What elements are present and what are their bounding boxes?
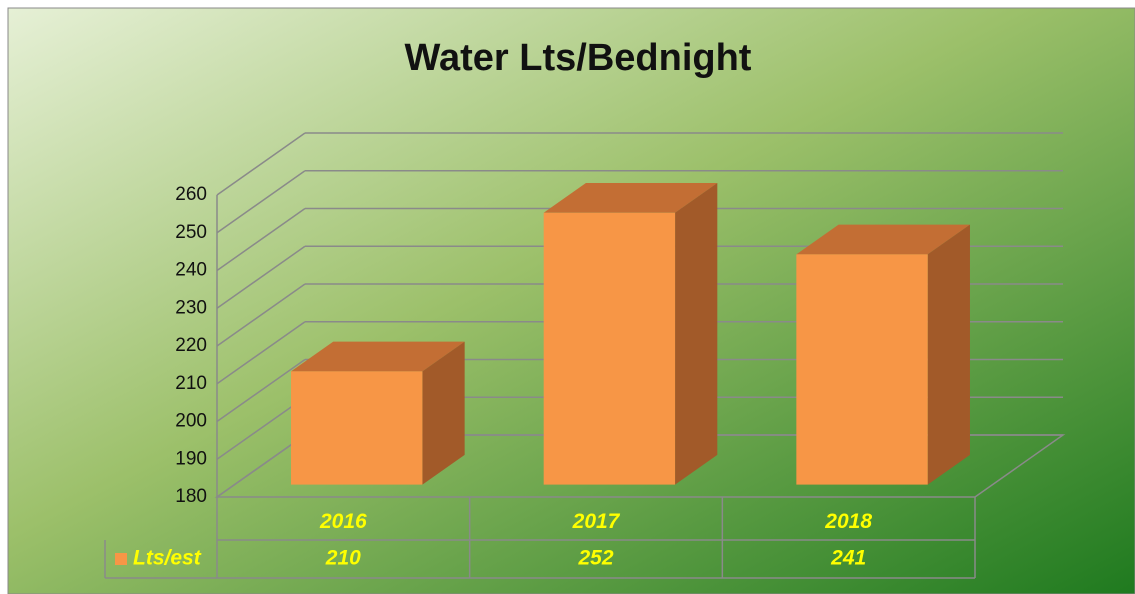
bar <box>543 183 718 485</box>
bar <box>291 341 465 485</box>
bar-side <box>927 224 970 485</box>
y-tick-label: 220 <box>175 335 207 356</box>
y-tick-label: 230 <box>175 297 207 318</box>
grid-line <box>216 434 306 498</box>
legend-swatch <box>115 553 127 565</box>
grid-line <box>216 396 306 460</box>
y-tick-label: 200 <box>175 411 207 432</box>
y-tick-label: 190 <box>175 448 207 469</box>
y-tick-label: 240 <box>175 260 207 281</box>
y-tick-label: 260 <box>175 184 207 205</box>
bar <box>796 224 970 485</box>
y-tick-label: 250 <box>175 222 207 243</box>
bar-side <box>675 183 718 485</box>
grid-line <box>216 358 306 423</box>
bar-side <box>422 341 465 485</box>
data-table-value: 210 <box>325 547 361 570</box>
grid-line <box>216 245 306 309</box>
grid-line <box>216 283 306 347</box>
grid-line <box>216 132 306 196</box>
grid-line <box>216 170 306 234</box>
y-tick-label: 210 <box>175 373 207 394</box>
bar-front <box>291 371 423 485</box>
chart-title: Water Lts/Bednight <box>405 37 752 79</box>
bar-front <box>796 254 928 485</box>
bar-front <box>543 212 676 485</box>
grid-line <box>216 207 306 272</box>
y-tick-label: 180 <box>175 486 207 507</box>
x-tick-label: 2016 <box>319 510 367 533</box>
bar-top <box>543 183 718 213</box>
grid-line <box>216 321 306 385</box>
data-table-value: 252 <box>577 547 613 570</box>
bar-top <box>796 224 970 255</box>
legend-label: Lts/est <box>133 547 202 570</box>
bar-top <box>291 341 465 372</box>
x-tick-label: 2018 <box>824 510 872 533</box>
x-tick-label: 2017 <box>572 510 621 533</box>
data-table-value: 241 <box>830 547 866 570</box>
